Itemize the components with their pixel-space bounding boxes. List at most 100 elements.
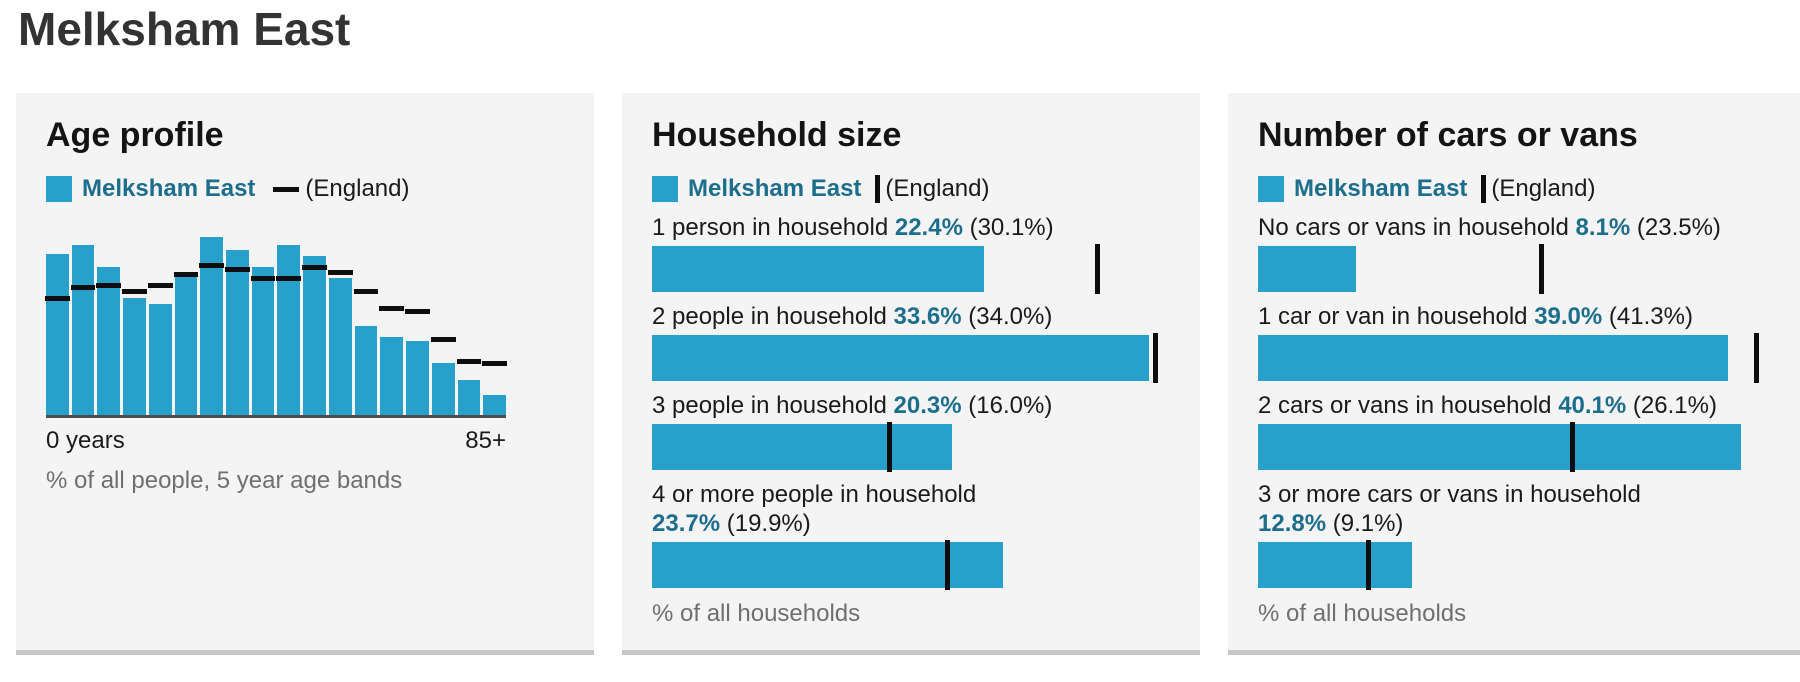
england-marker-dash-icon: [45, 295, 70, 301]
england-marker-tick-icon: [1365, 540, 1371, 590]
value-bar: [1258, 424, 1742, 470]
area-value: 23.7%: [652, 510, 721, 537]
england-value: (30.1%): [962, 214, 1054, 241]
bar-track: [1258, 333, 1770, 383]
age-band-10-14: [96, 215, 122, 415]
category-label: 3 people in household: [652, 392, 894, 419]
area-value: 39.0%: [1534, 303, 1603, 330]
value-bar: [1258, 335, 1728, 381]
stat-row: 1 person in household 22.4% (30.1%): [652, 213, 1170, 294]
panel-age-profile: Age profile Melksham East (England) 0 ye…: [16, 93, 594, 655]
panel-title-age: Age profile: [46, 116, 224, 154]
household-size-rows: 1 person in household 22.4% (30.1%) 2 peo…: [652, 213, 1170, 590]
page-title: Melksham East: [18, 3, 351, 55]
age-bar: [46, 254, 69, 415]
area-swatch-icon: [46, 176, 72, 202]
axis-label-left: 0 years: [46, 427, 125, 454]
england-marker-dash-icon: [199, 263, 225, 268]
england-marker-tick-icon: [1153, 333, 1159, 383]
england-marker-dash-icon: [122, 289, 147, 295]
england-value: (16.0%): [961, 392, 1053, 419]
age-band-75-79: [430, 215, 456, 415]
england-tick-icon: [875, 175, 881, 203]
cars-caption: % of all households: [1258, 600, 1467, 627]
stat-row: 3 people in household 20.3% (16.0%): [652, 391, 1170, 472]
age-band-0-4: [45, 215, 70, 415]
value-bar: [652, 424, 953, 470]
category-label: 1 car or van in household: [1258, 303, 1535, 330]
age-bar: [277, 245, 301, 415]
age-band-5-9: [70, 215, 96, 415]
area-value: 12.8%: [1258, 510, 1327, 537]
england-tick-icon: [1481, 175, 1487, 203]
legend-area-label: Melksham East: [82, 175, 256, 202]
age-bar: [431, 362, 455, 415]
age-band-35-39: [225, 215, 250, 415]
stat-row: 4 or more people in household 23.7% (19.…: [652, 480, 1170, 590]
legend-england-label: (England): [305, 175, 410, 202]
bar-track: [652, 333, 1170, 383]
area-value: 40.1%: [1558, 392, 1627, 419]
age-band-25-29: [173, 215, 199, 415]
age-band-15-19: [122, 215, 147, 415]
england-marker-tick-icon: [944, 540, 950, 590]
age-bar: [303, 256, 326, 415]
england-marker-tick-icon: [1570, 422, 1576, 472]
england-marker-dash-icon: [456, 358, 482, 364]
england-marker-dash-icon: [482, 360, 507, 366]
age-bar: [123, 297, 146, 415]
legend-cars: Melksham East (England): [1258, 175, 1770, 203]
age-band-30-34: [199, 215, 225, 415]
value-group: 12.8% (9.1%): [1258, 509, 1770, 538]
value-bar: [1258, 542, 1413, 588]
panel-title-cars: Number of cars or vans: [1258, 116, 1638, 154]
age-band-45-49: [276, 215, 302, 415]
england-marker-dash-icon: [250, 276, 276, 282]
area-value: 20.3%: [893, 392, 962, 419]
age-band-65-69: [379, 215, 405, 415]
age-band-40-44: [250, 215, 276, 415]
stat-row-label: 3 people in household 20.3% (16.0%): [652, 391, 1170, 420]
cars-vans-rows: No cars or vans in household 8.1% (23.5%…: [1258, 213, 1770, 590]
stat-row-label: 1 person in household 22.4% (30.1%): [652, 213, 1170, 242]
england-value: (19.9%): [720, 510, 811, 537]
category-label: No cars or vans in household: [1258, 214, 1576, 241]
age-bar: [354, 325, 378, 415]
panel-household-size: Household size Melksham East (England) 1…: [622, 93, 1200, 655]
area-value: 8.1%: [1575, 214, 1631, 241]
stat-row: 2 cars or vans in household 40.1% (26.1%…: [1258, 391, 1770, 472]
area-swatch-icon: [1258, 176, 1284, 202]
age-profile-chart: [45, 215, 507, 418]
stat-row: 1 car or van in household 39.0% (41.3%): [1258, 302, 1770, 383]
england-marker-tick-icon: [886, 422, 892, 472]
stat-row-label: No cars or vans in household 8.1% (23.5%…: [1258, 213, 1770, 242]
category-label: 4 or more people in household: [652, 481, 977, 508]
age-bar: [483, 395, 506, 415]
age-band-50-54: [302, 215, 327, 415]
england-marker-dash-icon: [353, 289, 379, 295]
age-band-80-84: [456, 215, 482, 415]
age-chart-caption: % of all people, 5 year age bands: [46, 467, 403, 494]
england-marker-dash-icon: [276, 276, 302, 282]
england-marker-dash-icon: [173, 271, 199, 277]
england-dash-icon: [273, 186, 300, 192]
value-group: 39.0% (41.3%): [1534, 303, 1693, 330]
england-marker-tick-icon: [1095, 244, 1101, 294]
age-bar: [251, 267, 275, 415]
age-bar: [97, 267, 121, 415]
stat-row-label: 1 car or van in household 39.0% (41.3%): [1258, 302, 1770, 331]
england-marker-dash-icon: [430, 336, 456, 342]
legend-area-label: Melksham East: [1294, 175, 1468, 202]
england-marker-dash-icon: [302, 265, 327, 271]
category-label: 2 people in household: [652, 303, 894, 330]
household-caption: % of all households: [652, 600, 861, 627]
age-bar: [226, 249, 249, 415]
england-marker-dash-icon: [70, 284, 96, 290]
category-label: 3 or more cars or vans in household: [1258, 481, 1641, 508]
panel-cars-vans: Number of cars or vans Melksham East (En…: [1228, 93, 1800, 655]
value-bar: [652, 542, 1003, 588]
age-bar: [174, 273, 198, 415]
value-group: 20.3% (16.0%): [894, 392, 1053, 419]
england-marker-dash-icon: [147, 282, 173, 288]
value-group: 33.6% (34.0%): [894, 303, 1053, 330]
